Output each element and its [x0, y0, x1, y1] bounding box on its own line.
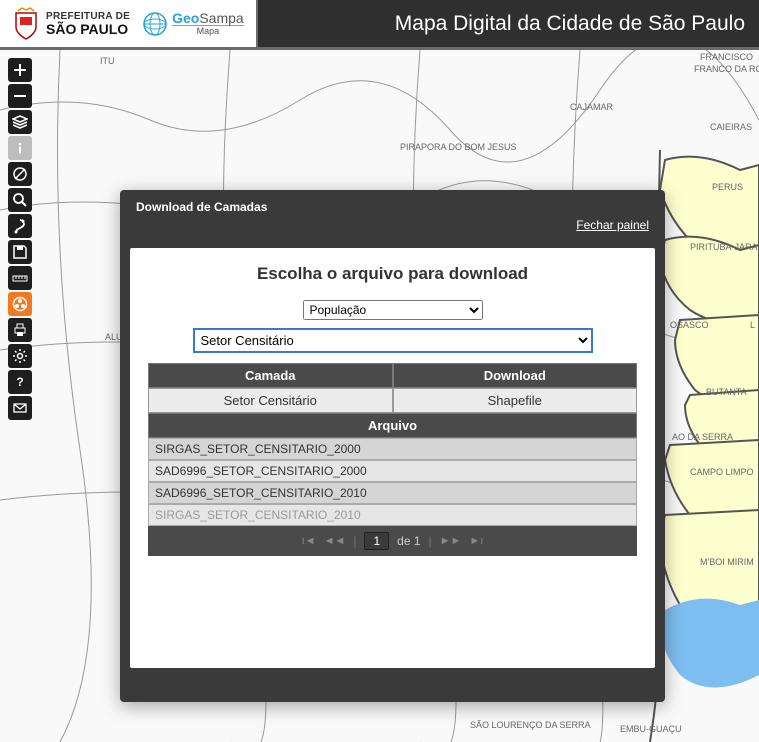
panel-close-link[interactable]: Fechar painel: [576, 218, 649, 232]
map-label-osasco: OSASCO: [670, 320, 709, 330]
pager-next[interactable]: ►►: [440, 535, 462, 547]
layers-button[interactable]: [8, 110, 32, 134]
download-panel: Download de Camadas Fechar painel Escolh…: [120, 190, 665, 702]
geosampa-subtitle: Mapa: [172, 25, 244, 36]
cell-camada: Setor Censitário: [148, 388, 393, 413]
map-label-perus: PERUS: [712, 182, 743, 192]
file-row[interactable]: SIRGAS_SETOR_CENSITARIO_2010: [148, 504, 637, 526]
panel-title: Download de Camadas: [136, 200, 267, 214]
map-label-pirituba: PIRITUBA-JARA: [690, 242, 758, 252]
print-button[interactable]: [8, 318, 32, 342]
map-label-mboi: M'BOI MIRIM: [700, 557, 754, 567]
svg-text:?: ?: [16, 375, 23, 389]
prefeitura-top-label: PREFEITURA DE: [46, 12, 130, 22]
measure-button[interactable]: [8, 266, 32, 290]
prefeitura-bottom-label: SÃO PAULO: [46, 22, 130, 36]
map-label-pirapora: PIRAPORA DO BOM JESUS: [400, 142, 517, 152]
category-select[interactable]: População: [303, 300, 483, 320]
map-label-embu: EMBU-GUAÇU: [620, 724, 682, 734]
save-button[interactable]: [8, 240, 32, 264]
map-label-la: L: [750, 320, 755, 330]
coat-of-arms-icon: [12, 7, 40, 41]
panel-body: Escolha o arquivo para download Populaçã…: [130, 248, 655, 668]
pager-first[interactable]: ı◄: [302, 535, 316, 547]
pager-of: de 1: [397, 534, 420, 548]
clear-button[interactable]: [8, 162, 32, 186]
pager-current: 1: [364, 532, 389, 550]
panel-heading: Escolha o arquivo para download: [148, 264, 637, 284]
pager-prev[interactable]: ◄◄: [324, 535, 346, 547]
geosampa-title: GeoSampa: [172, 11, 244, 25]
header-left-brand: PREFEITURA DE SÃO PAULO GeoSampa Mapa: [0, 0, 258, 47]
file-row[interactable]: SAD6996_SETOR_CENSITARIO_2010: [148, 482, 637, 504]
geosampa-geo: Geo: [172, 10, 199, 26]
map-label-campo-limpo: CAMPO LIMPO: [690, 467, 754, 477]
map-label-franco: FRANCO DA ROC: [694, 64, 759, 74]
prefeitura-text: PREFEITURA DE SÃO PAULO: [46, 12, 130, 36]
pager: ı◄ ◄◄ | 1 de 1 | ►► ►ı: [148, 526, 637, 556]
route-button[interactable]: [8, 214, 32, 238]
map-label-francisco: FRANCISCO: [700, 52, 753, 62]
arquivo-header: Arquivo: [148, 413, 637, 438]
map-label-serra: AO DA SERRA: [672, 432, 733, 442]
help-button[interactable]: ?: [8, 370, 32, 394]
col-camada-header: Camada: [148, 363, 393, 388]
layer-grid: Camada Download Setor Censitário Shapefi…: [148, 363, 637, 556]
map-canvas[interactable]: ITU FRANCISCO FRANCO DA ROC CAJAMAR CAIE…: [0, 50, 759, 742]
zoom-in-button[interactable]: [8, 58, 32, 82]
pager-last[interactable]: ►ı: [469, 535, 483, 547]
layer-select[interactable]: Setor Censitário: [193, 328, 593, 353]
col-download-header: Download: [393, 363, 638, 388]
map-label-cajamar: CAJAMAR: [570, 102, 614, 112]
zoom-out-button[interactable]: [8, 84, 32, 108]
map-label-sao-lourenco: SÃO LOURENÇO DA SERRA: [470, 720, 591, 730]
page-title: Mapa Digital da Cidade de São Paulo: [258, 12, 759, 36]
map-label-caieiras: CAIEIRAS: [710, 122, 752, 132]
geosampa-sampa: Sampa: [199, 10, 243, 26]
file-row[interactable]: SAD6996_SETOR_CENSITARIO_2000: [148, 460, 637, 482]
search-button[interactable]: [8, 188, 32, 212]
download-button[interactable]: [8, 292, 32, 316]
map-toolbar: ?: [8, 58, 32, 420]
info-button: [8, 136, 32, 160]
cell-download: Shapefile: [393, 388, 638, 413]
contact-button[interactable]: [8, 396, 32, 420]
settings-button[interactable]: [8, 344, 32, 368]
map-label-itu: ITU: [100, 56, 115, 66]
app-header: PREFEITURA DE SÃO PAULO GeoSampa Mapa Ma…: [0, 0, 759, 50]
globe-icon: [142, 11, 168, 37]
file-row[interactable]: SIRGAS_SETOR_CENSITARIO_2000: [148, 438, 637, 460]
geosampa-brand: GeoSampa Mapa: [142, 11, 244, 37]
map-label-butanta: BUTANTA: [706, 387, 747, 397]
